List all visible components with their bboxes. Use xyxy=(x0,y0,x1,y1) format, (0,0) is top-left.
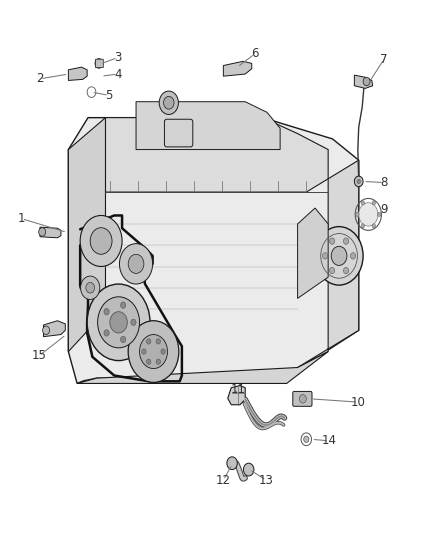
FancyBboxPatch shape xyxy=(293,391,312,406)
Circle shape xyxy=(372,224,375,228)
Circle shape xyxy=(227,457,237,470)
Polygon shape xyxy=(68,67,87,80)
Circle shape xyxy=(378,212,381,216)
Circle shape xyxy=(354,176,363,187)
Polygon shape xyxy=(354,75,373,88)
Text: 5: 5 xyxy=(105,89,113,102)
Circle shape xyxy=(361,201,364,205)
Text: 8: 8 xyxy=(380,176,388,189)
Circle shape xyxy=(156,359,160,365)
Circle shape xyxy=(81,276,100,300)
Circle shape xyxy=(363,77,370,86)
Text: 12: 12 xyxy=(216,474,231,487)
Circle shape xyxy=(42,326,49,335)
Circle shape xyxy=(322,253,328,259)
Circle shape xyxy=(104,330,109,336)
Polygon shape xyxy=(223,61,252,76)
Text: 4: 4 xyxy=(114,68,121,80)
Circle shape xyxy=(131,319,136,326)
FancyBboxPatch shape xyxy=(95,59,103,68)
Circle shape xyxy=(299,394,306,403)
Circle shape xyxy=(343,238,349,244)
Circle shape xyxy=(90,228,112,254)
Circle shape xyxy=(128,254,144,273)
Circle shape xyxy=(331,246,347,265)
Circle shape xyxy=(159,91,178,115)
Circle shape xyxy=(359,203,378,226)
Circle shape xyxy=(356,212,359,216)
Polygon shape xyxy=(77,352,328,383)
Circle shape xyxy=(140,335,167,368)
Circle shape xyxy=(95,59,103,68)
Circle shape xyxy=(80,215,122,266)
Circle shape xyxy=(329,238,335,244)
Circle shape xyxy=(98,297,140,348)
Text: 10: 10 xyxy=(350,395,365,409)
Circle shape xyxy=(120,302,126,308)
Circle shape xyxy=(147,359,151,365)
Text: 13: 13 xyxy=(259,474,274,487)
Text: 14: 14 xyxy=(321,434,336,447)
Circle shape xyxy=(343,268,349,274)
Circle shape xyxy=(110,312,127,333)
Circle shape xyxy=(142,349,146,354)
Polygon shape xyxy=(68,118,106,352)
Text: 3: 3 xyxy=(114,51,121,64)
Polygon shape xyxy=(43,321,65,337)
Text: 15: 15 xyxy=(32,349,46,362)
Circle shape xyxy=(304,436,309,442)
Text: 1: 1 xyxy=(18,212,25,225)
Circle shape xyxy=(120,336,126,343)
Circle shape xyxy=(86,282,95,293)
Circle shape xyxy=(161,349,165,354)
Text: 2: 2 xyxy=(36,72,44,85)
Text: 6: 6 xyxy=(251,47,258,60)
Text: 7: 7 xyxy=(380,53,388,66)
Circle shape xyxy=(244,463,254,476)
Circle shape xyxy=(357,179,360,183)
Polygon shape xyxy=(228,385,245,405)
Circle shape xyxy=(120,244,152,284)
Circle shape xyxy=(361,224,364,228)
Text: 9: 9 xyxy=(380,203,388,215)
Circle shape xyxy=(350,253,356,259)
FancyBboxPatch shape xyxy=(164,119,193,147)
Circle shape xyxy=(104,309,109,315)
Circle shape xyxy=(329,268,335,274)
Circle shape xyxy=(156,339,160,344)
Polygon shape xyxy=(136,102,280,150)
Circle shape xyxy=(128,321,179,382)
Circle shape xyxy=(87,284,150,361)
Circle shape xyxy=(372,201,375,205)
Polygon shape xyxy=(106,118,328,192)
Polygon shape xyxy=(297,208,328,298)
Polygon shape xyxy=(68,118,359,383)
Polygon shape xyxy=(297,160,359,368)
Circle shape xyxy=(147,339,151,344)
Text: 11: 11 xyxy=(231,383,246,397)
Circle shape xyxy=(315,227,363,285)
Circle shape xyxy=(163,96,174,109)
Circle shape xyxy=(39,228,46,236)
Polygon shape xyxy=(40,227,61,238)
